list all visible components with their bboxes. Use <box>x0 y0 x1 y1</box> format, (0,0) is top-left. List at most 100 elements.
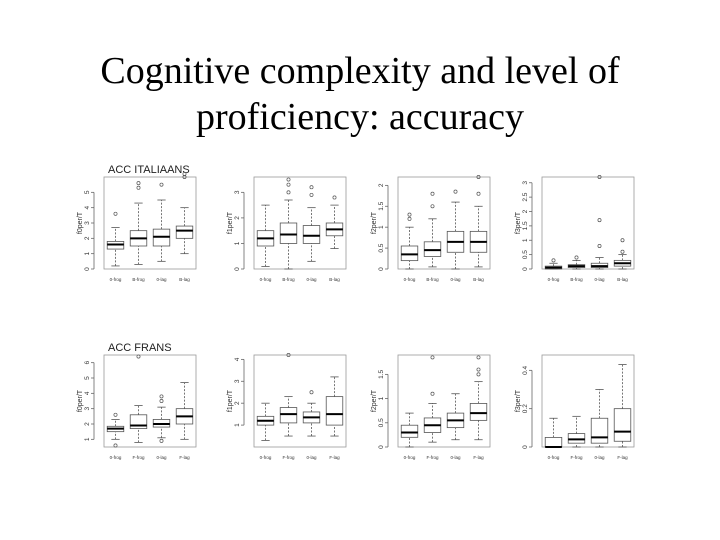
outlier-point <box>286 177 291 182</box>
y-tick-label: 0 <box>522 267 529 271</box>
y-tick-label: 2 <box>522 209 529 213</box>
y-tick-label: 1.5 <box>378 369 385 378</box>
y-axis-label: f2per/T <box>371 211 378 234</box>
box <box>469 403 488 421</box>
row-title: ACC ITALIAANS <box>108 164 190 176</box>
y-tick-label: 0.5 <box>522 250 529 259</box>
x-tick-label: 0-frog <box>260 455 272 460</box>
outlier-point <box>159 394 164 399</box>
y-axis-label: f0per/T <box>77 211 84 234</box>
x-tick-label: 0-frog <box>110 277 122 282</box>
y-tick-label: 0.5 <box>378 418 385 427</box>
y-tick-label: 4 <box>84 205 91 209</box>
row-title: ACC FRANS <box>108 342 172 354</box>
plot-frame <box>103 354 197 448</box>
x-tick-label: F-frog <box>570 455 582 460</box>
box <box>279 407 298 424</box>
y-tick-label: 0 <box>84 267 91 271</box>
outlier-point <box>407 212 412 217</box>
x-tick-label: 0-frog <box>548 455 560 460</box>
y-tick-label: 4 <box>84 391 91 395</box>
box <box>400 245 419 262</box>
box <box>325 396 344 426</box>
plot-frame <box>397 354 491 448</box>
y-axis-label: f3per/T <box>515 211 522 234</box>
outlier-point <box>113 211 118 216</box>
x-tick-label: 0-lag <box>156 455 167 460</box>
y-tick-label: 0.2 <box>522 404 529 413</box>
boxplot-panel-7: 0 0.5 1 1.5 f2per/T 0-frog F-frog 0-lag F-lag <box>371 354 491 460</box>
plot-frame <box>253 354 347 448</box>
y-tick-label: 2.5 <box>522 192 529 201</box>
outlier-point <box>476 372 481 377</box>
x-tick-label: B-lag <box>473 277 484 282</box>
y-tick-label: 2 <box>234 401 241 405</box>
y-tick-label: 5 <box>84 190 91 194</box>
plot-frame <box>103 176 197 270</box>
outlier-point <box>453 189 458 194</box>
outlier-point <box>620 249 625 254</box>
x-tick-label: B-frog <box>570 277 583 282</box>
outlier-point <box>430 191 435 196</box>
y-tick-label: 1 <box>234 241 241 245</box>
plot-frame <box>253 176 347 270</box>
x-tick-label: F-lag <box>179 455 190 460</box>
outlier-point <box>430 391 435 396</box>
x-tick-label: 0-lag <box>594 277 605 282</box>
slide-title-line-1: Cognitive complexity and level of <box>100 50 620 92</box>
x-tick-label: F-lag <box>473 455 484 460</box>
x-tick-label: F-frog <box>132 455 144 460</box>
y-tick-label: 3 <box>234 190 241 194</box>
y-tick-label: 1 <box>84 437 91 441</box>
box <box>590 417 609 444</box>
boxplot-panel-6: 1 2 3 4 f1per/T 0-frog F-frog 0-lag F-lag <box>227 353 347 460</box>
y-axis-label: f3per/T <box>515 389 522 412</box>
x-tick-label: B-frog <box>132 277 145 282</box>
y-tick-label: 1.5 <box>522 221 529 230</box>
x-tick-label: 0-lag <box>156 277 167 282</box>
x-tick-label: 0-lag <box>594 455 605 460</box>
outlier-point <box>430 204 435 209</box>
y-tick-label: 1 <box>378 396 385 400</box>
outlier-point <box>113 443 118 448</box>
boxplot-panel-1: ACC ITALIAANS 0 1 2 3 4 5 f0per/T 0-frog B-frog 0-… <box>77 164 197 282</box>
outlier-point <box>309 192 314 197</box>
y-tick-label: 6 <box>84 360 91 364</box>
boxplot-panel-5: ACC FRANS 1 2 3 4 5 6 f0per/T 0-frog F-frog 0-lag F… <box>77 342 197 460</box>
x-tick-label: 0-lag <box>450 455 461 460</box>
slide-title: Cognitive complexity and level of profic… <box>0 48 720 140</box>
x-tick-label: F-frog <box>282 455 294 460</box>
outlier-point <box>597 244 602 248</box>
outlier-point <box>476 175 481 179</box>
boxplot-panel-8: 0 0.2 0.4 f3per/T 0-frog F-frog 0-lag F-lag <box>515 354 635 460</box>
x-tick-label: B-lag <box>179 277 190 282</box>
y-tick-label: 1 <box>522 238 529 242</box>
outlier-point <box>136 181 141 186</box>
outlier-point <box>551 258 556 263</box>
plot-frame <box>397 176 491 270</box>
outlier-point <box>620 238 625 243</box>
outlier-point <box>286 353 291 357</box>
outlier-point <box>407 216 412 221</box>
outlier-point <box>159 182 164 187</box>
x-tick-label: B-lag <box>617 277 628 282</box>
x-tick-label: 0-lag <box>306 277 317 282</box>
slide-title-line-2: proficiency: accuracy <box>195 96 525 138</box>
y-axis-label: f1per/T <box>227 211 234 234</box>
plot-frame <box>541 176 635 270</box>
outlier-point <box>136 185 141 190</box>
y-axis-label: f0per/T <box>77 389 84 412</box>
box <box>544 437 563 448</box>
outlier-point <box>182 171 187 176</box>
x-tick-label: B-frog <box>426 277 439 282</box>
y-tick-label: 0 <box>234 267 241 271</box>
y-tick-label: 2 <box>84 236 91 240</box>
y-tick-label: 0 <box>522 445 529 449</box>
x-tick-label: 0-frog <box>110 455 122 460</box>
y-tick-label: 1 <box>378 225 385 229</box>
x-tick-label: 0-frog <box>548 277 560 282</box>
y-axis-label: f2per/T <box>371 389 378 412</box>
plot-frame <box>541 354 635 448</box>
y-axis-label: f1per/T <box>227 389 234 412</box>
